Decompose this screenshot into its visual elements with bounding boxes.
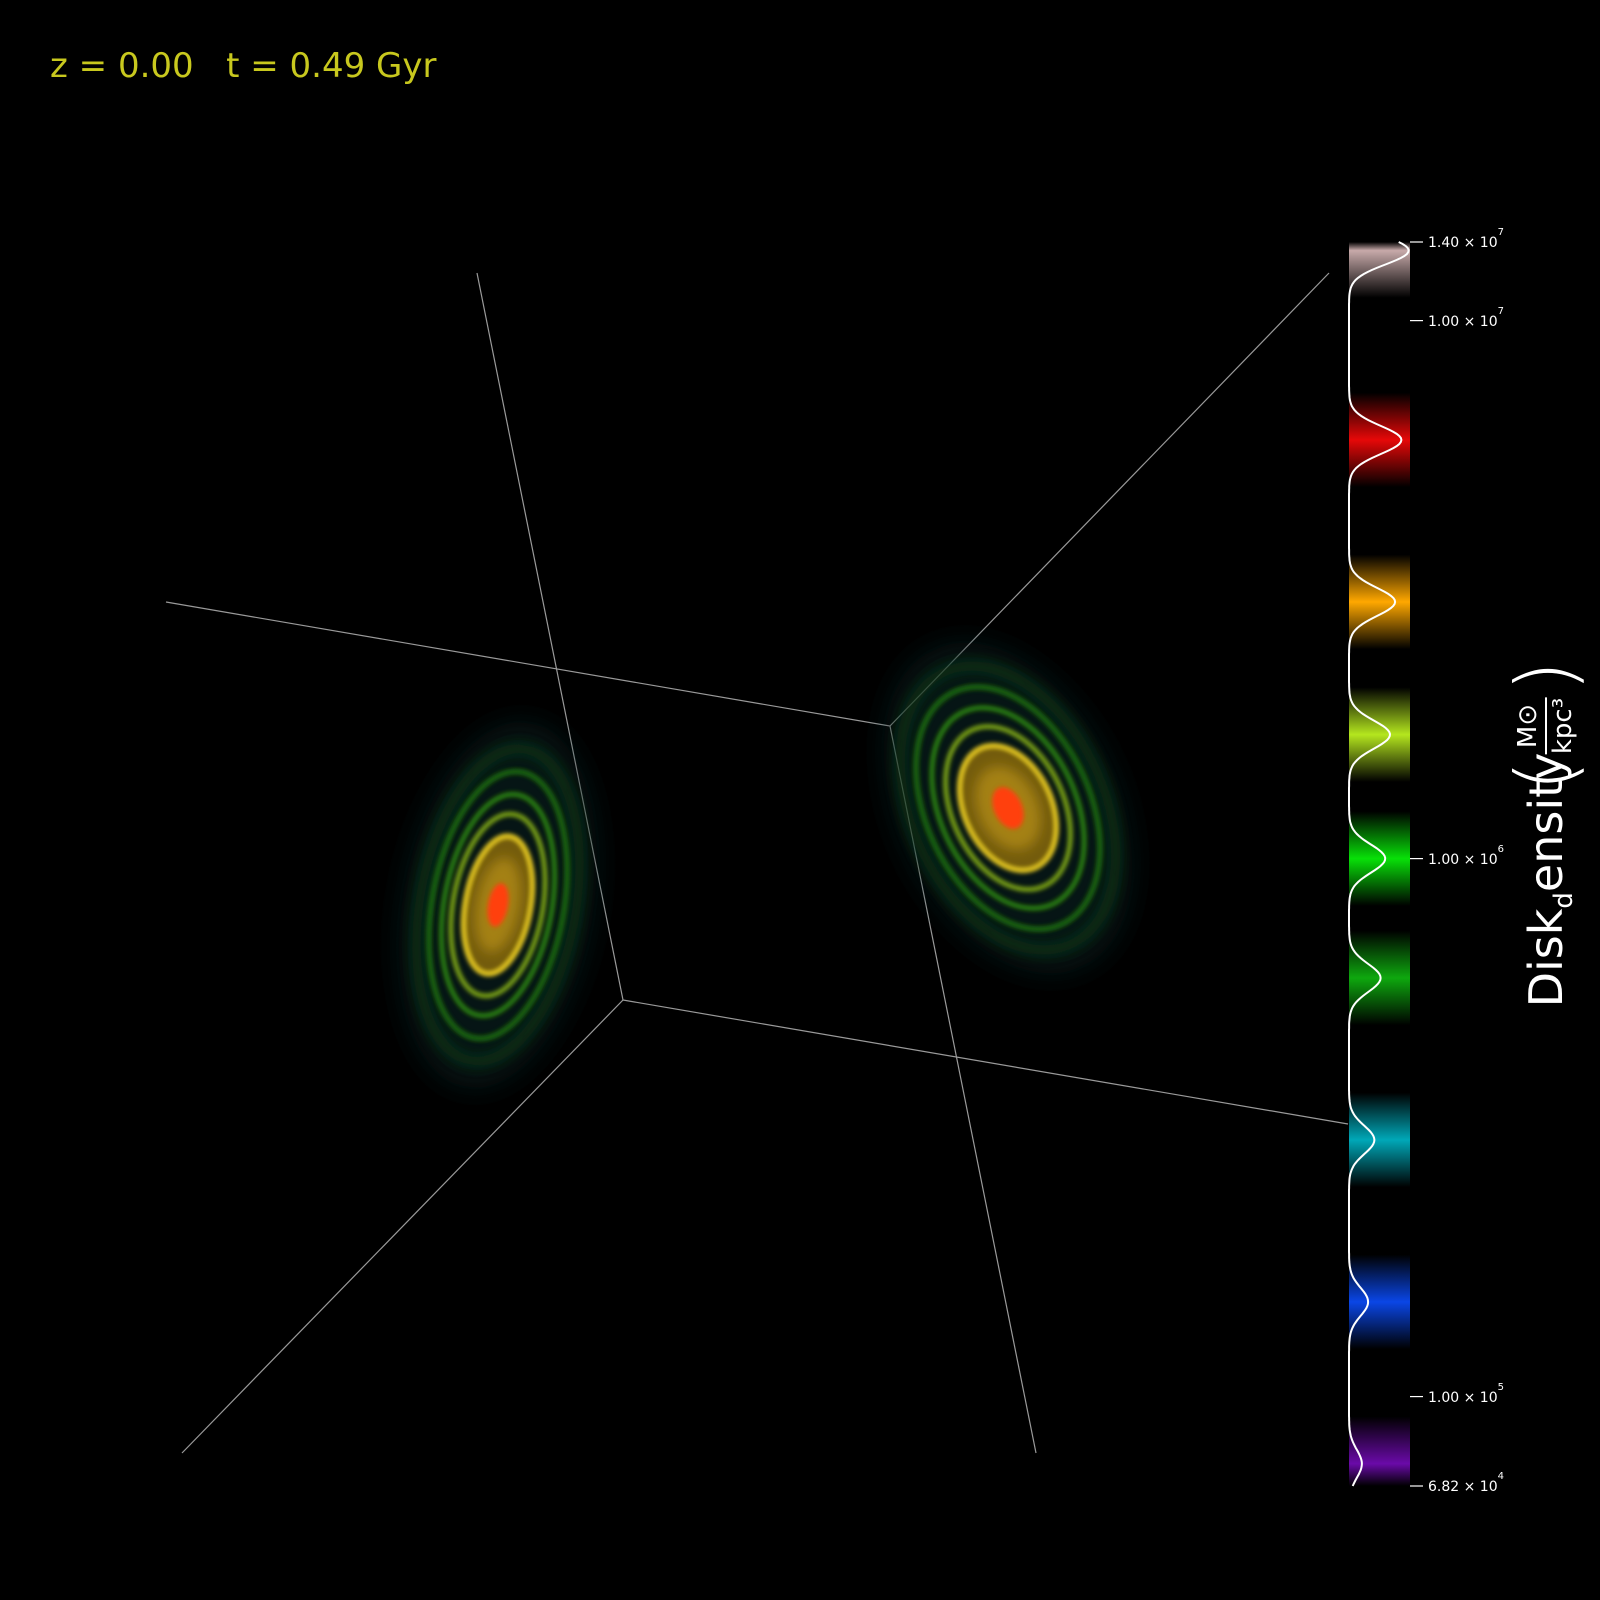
box-edge [165,601,891,727]
redshift-text: z = 0.00 [50,46,194,86]
colorbar [1348,241,1423,1487]
box-edge [622,999,1349,1125]
unit-denominator: kpc³ [1545,697,1578,755]
colorbar-rect [1349,242,1410,1486]
colorbar-title-subscript: d [1549,892,1579,909]
unit-paren-right: ) [1499,660,1592,692]
colorbar-ticks [1410,241,1423,1487]
transfer-function-curve [1348,241,1410,1487]
colorbar-tick-label: 1.00 × 107 [1428,305,1504,330]
colorbar-tick-label: 1.00 × 105 [1428,1381,1504,1406]
colorbar-tick-label: 1.00 × 106 [1428,843,1504,868]
colorbar-tick-label: 1.40 × 107 [1428,227,1504,251]
box-edge [181,999,624,1454]
timestamp-label: z = 0.00 t = 0.49 Gyr [50,46,437,86]
unit-numerator: M⊙ [1513,703,1544,749]
colorbar-unit: ( M⊙ kpc³ ) [1499,660,1592,792]
unit-paren-left: ( [1499,760,1592,792]
time-text: t = 0.49 Gyr [226,46,437,86]
unit-fraction: M⊙ kpc³ [1513,697,1578,755]
galaxy-left [399,722,597,1088]
bounding-box [165,272,1349,1454]
box-edge [476,272,624,1001]
galaxy-right [883,642,1133,974]
colorbar-tick-label: 6.82 × 104 [1428,1471,1504,1495]
